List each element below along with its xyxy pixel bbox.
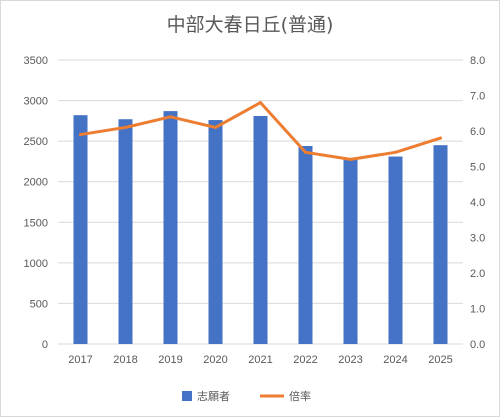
bar [433,145,448,344]
bar [118,119,133,344]
y2-tick-label: 1.0 [470,304,485,316]
x-tick-label: 2022 [293,354,317,366]
line-point [79,133,82,137]
line-point [214,125,217,129]
x-tick-label: 2018 [113,354,137,366]
y2-tick-label: 0.0 [470,339,485,351]
y2-tick-label: 8.0 [470,55,485,67]
y-tick-label: 3500 [24,55,48,67]
chart-title: 中部大春日丘(普通) [166,14,334,36]
legend-swatch-bar [182,391,192,401]
x-tick-label: 2025 [428,354,452,366]
y-tick-label: 1000 [24,258,48,270]
y-tick-label: 2000 [24,177,48,189]
y-tick-label: 0 [42,339,48,351]
x-tick-label: 2020 [203,354,227,366]
x-tick-label: 2017 [68,354,92,366]
line-point [169,115,172,119]
line-point [124,125,127,129]
line-point [259,101,262,105]
line-point [439,136,442,140]
y-tick-label: 3000 [24,96,48,108]
bar [163,111,178,345]
x-tick-label: 2021 [248,354,272,366]
y2-tick-label: 7.0 [470,91,485,103]
bar [208,120,223,344]
x-tick-label: 2024 [383,354,407,366]
legend-label-line: 倍率 [289,389,311,403]
bar [73,115,88,344]
y2-tick-label: 6.0 [470,126,485,138]
bar [298,146,313,344]
line-point [349,157,352,161]
bar [343,158,358,344]
y-tick-label: 500 [30,298,48,310]
y-tick-label: 2500 [24,136,48,148]
line-point [394,150,397,154]
x-tick-label: 2023 [338,354,362,366]
y2-tick-label: 4.0 [470,197,485,209]
x-tick-label: 2019 [158,354,182,366]
bar [388,156,403,344]
y2-tick-label: 2.0 [470,268,485,280]
y-tick-label: 1500 [24,217,48,229]
bar [253,115,268,344]
y2-tick-label: 5.0 [470,162,485,174]
line-point [304,150,307,154]
legend-label-bar: 志願者 [197,390,230,403]
y2-tick-label: 3.0 [470,233,485,245]
